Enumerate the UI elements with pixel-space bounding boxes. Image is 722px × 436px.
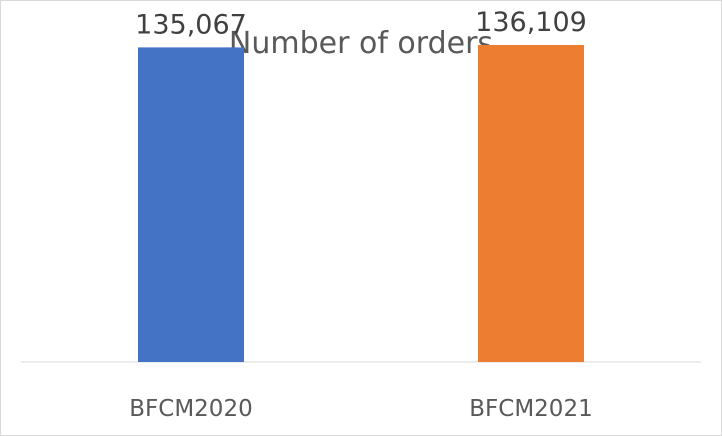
data-label-bfcm2021: 136,109 bbox=[475, 7, 587, 38]
bars-layer bbox=[138, 45, 584, 363]
categories-layer: BFCM2020 BFCM2021 bbox=[129, 396, 592, 422]
labels-layer: 135,067 136,109 bbox=[135, 7, 587, 40]
chart-title: Number of orders bbox=[229, 26, 493, 61]
category-label-bfcm2020: BFCM2020 bbox=[129, 396, 252, 422]
category-label-bfcm2021: BFCM2021 bbox=[469, 396, 592, 422]
data-label-bfcm2020: 135,067 bbox=[135, 9, 247, 40]
bar-bfcm2021 bbox=[478, 45, 584, 362]
bar-bfcm2020 bbox=[138, 47, 244, 363]
